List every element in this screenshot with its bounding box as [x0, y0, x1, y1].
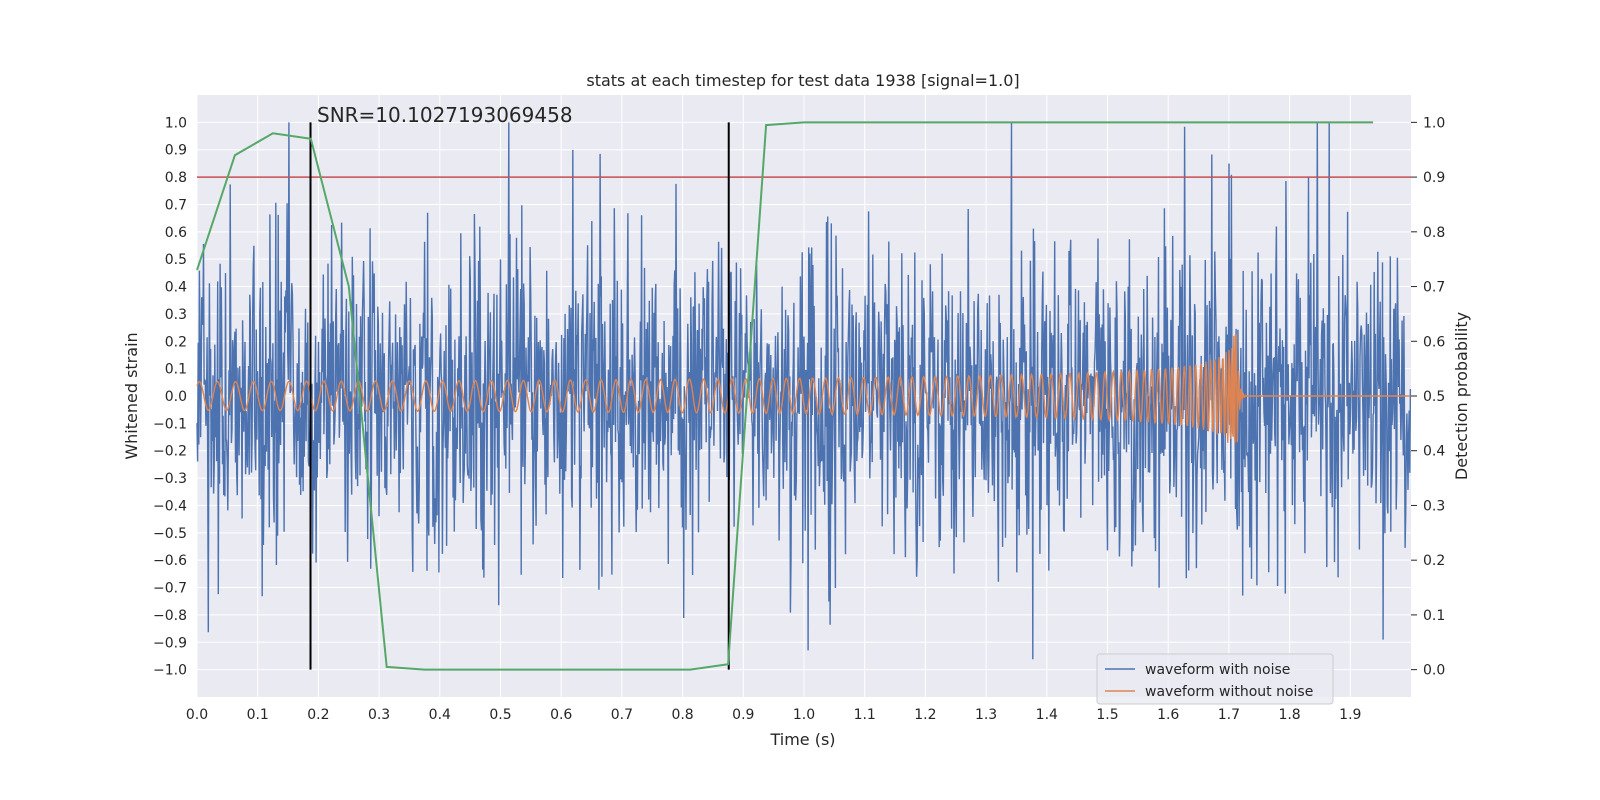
x-tick-label: 1.2 [914, 707, 936, 723]
y-left-tick-label: 0.0 [165, 389, 187, 405]
y-left-tick-label: 1.0 [165, 115, 187, 131]
y-right-tick-label: 0.0 [1423, 663, 1445, 679]
y-left-tick-label: 0.7 [165, 197, 187, 213]
x-tick-label: 1.6 [1157, 707, 1179, 723]
x-tick-label: 1.8 [1278, 707, 1300, 723]
y-right-tick-label: 0.4 [1423, 444, 1445, 460]
legend: waveform with noise waveform without noi… [1096, 653, 1334, 705]
x-tick-label: 0.7 [611, 707, 633, 723]
x-tick-label: 0.6 [550, 707, 572, 723]
y-left-tick-label: −0.6 [153, 553, 187, 569]
x-tick-label: 1.4 [1036, 707, 1058, 723]
y-right-tick-label: 0.6 [1423, 334, 1445, 350]
y-left-tick-label: 0.1 [165, 362, 187, 378]
x-tick-label: 0.9 [732, 707, 754, 723]
y-left-tick-label: −0.2 [153, 444, 187, 460]
x-tick-label: 0.5 [489, 707, 511, 723]
x-tick-label: 0.8 [671, 707, 693, 723]
y-right-tick-label: 1.0 [1423, 115, 1445, 131]
y-right-tick-label: 0.2 [1423, 553, 1445, 569]
y-left-tick-label: −0.9 [153, 635, 187, 651]
y-left-tick-label: −0.4 [153, 498, 187, 514]
y-left-tick-label: −0.1 [153, 416, 187, 432]
legend-label-clean: waveform without noise [1145, 684, 1313, 700]
legend-box [1096, 653, 1334, 705]
snr-annotation: SNR=10.1027193069458 [317, 103, 573, 127]
x-tick-label: 0.0 [186, 707, 208, 723]
y-right-tick-label: 0.9 [1423, 170, 1445, 186]
y-right-tick-label: 0.7 [1423, 280, 1445, 296]
x-tick-label: 1.5 [1096, 707, 1118, 723]
series-detection-probability [196, 121, 1374, 671]
y-left-tick-label: −0.8 [153, 608, 187, 624]
line-waveform-without-noise [196, 334, 1411, 444]
line-detection-probability [196, 121, 1374, 671]
marker-lines [309, 122, 730, 670]
y-right-axis-ticks: 1.0 0.9 0.8 0.7 0.6 0.5 0.4 0.3 0.2 0.1 0.0 [1411, 115, 1445, 679]
x-tick-label: 1.7 [1218, 707, 1240, 723]
y-left-tick-label: 0.2 [165, 334, 187, 350]
y-left-tick-label: −0.5 [153, 526, 187, 542]
series-waveform-without-noise [196, 334, 1411, 444]
y-left-tick-label: −0.3 [153, 471, 187, 487]
x-axis-label: Time (s) [769, 730, 835, 749]
x-tick-label: 1.0 [793, 707, 815, 723]
y-right-tick-label: 0.8 [1423, 225, 1445, 241]
y-left-tick-label: 0.3 [165, 307, 187, 323]
x-tick-label: 1.1 [854, 707, 876, 723]
y-right-tick-label: 0.3 [1423, 498, 1445, 514]
y-left-tick-label: 0.6 [165, 225, 187, 241]
y-right-tick-label: 0.1 [1423, 608, 1445, 624]
y-right-axis-label: Detection probability [1452, 312, 1471, 480]
y-left-tick-label: −1.0 [153, 663, 187, 679]
x-axis-ticks: 0.0 0.1 0.2 0.3 0.4 0.5 0.6 0.7 0.8 0.9 1.0 1.1 1.2 1… [186, 707, 1362, 723]
y-left-tick-label: 0.8 [165, 170, 187, 186]
x-tick-label: 0.2 [307, 707, 329, 723]
x-tick-label: 1.9 [1339, 707, 1361, 723]
y-left-axis-label: Whitened strain [122, 332, 141, 459]
y-left-tick-label: 0.4 [165, 280, 187, 296]
y-left-tick-label: −0.7 [153, 581, 187, 597]
chart-title: stats at each timestep for test data 193… [586, 71, 1019, 90]
y-left-tick-label: 0.5 [165, 252, 187, 268]
x-tick-label: 0.3 [368, 707, 390, 723]
legend-label-noise: waveform with noise [1145, 662, 1290, 678]
x-tick-label: 0.1 [247, 707, 269, 723]
y-right-tick-label: 0.5 [1423, 389, 1445, 405]
y-left-axis-ticks: 1.0 0.9 0.8 0.7 0.6 0.5 0.4 0.3 0.2 0.1 0.0 −0.1 −0.… [153, 115, 187, 678]
x-tick-label: 0.4 [429, 707, 451, 723]
x-tick-label: 1.3 [975, 707, 997, 723]
y-left-tick-label: 0.9 [165, 143, 187, 159]
